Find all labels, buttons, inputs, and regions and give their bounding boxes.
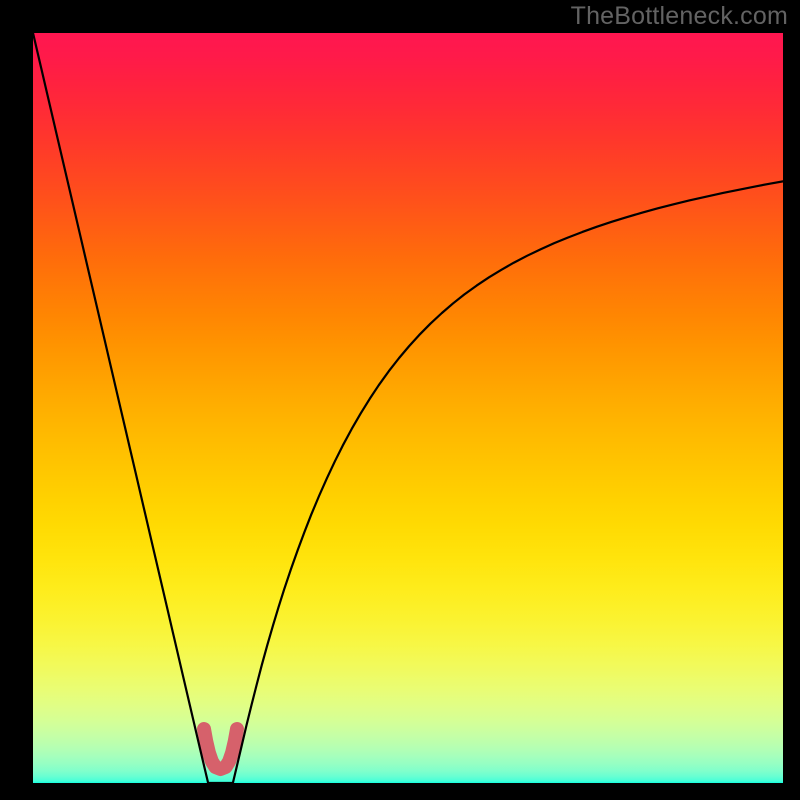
bottleneck-curve [33, 33, 783, 783]
curve-overlay [33, 33, 783, 783]
plot-area [33, 33, 783, 783]
u-marker [204, 729, 237, 769]
watermark-text: TheBottleneck.com [571, 2, 788, 31]
